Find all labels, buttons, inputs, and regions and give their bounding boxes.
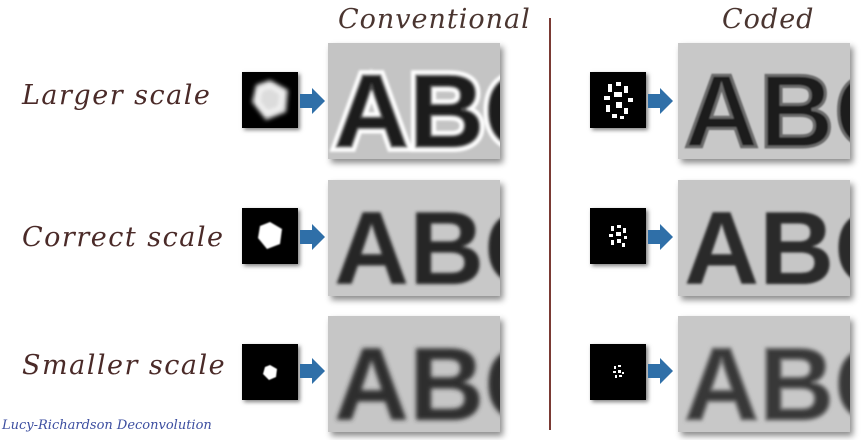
coded-result-larger: ABC (678, 43, 850, 159)
coded-result-correct: ABC (678, 180, 850, 296)
svg-text:ABC: ABC (334, 54, 500, 159)
coded-kernel-larger (590, 72, 646, 128)
svg-text:ABC: ABC (334, 54, 500, 159)
svg-text:ABC: ABC (334, 191, 500, 296)
coded-result-smaller: ABC (678, 316, 850, 432)
method-caption: Lucy-Richardson Deconvolution (2, 418, 212, 433)
column-title-coded: Coded (722, 4, 815, 35)
conventional-kernel-smaller (242, 344, 298, 400)
svg-text:ABC: ABC (684, 54, 850, 159)
svg-text:ABC: ABC (334, 327, 500, 432)
arrow-icon (648, 88, 673, 114)
arrow-icon (648, 224, 673, 250)
arrow-icon (300, 358, 325, 384)
conventional-result-larger: ABC ABC (328, 43, 500, 159)
row-label-smaller-scale: Smaller scale (22, 350, 227, 381)
conventional-kernel-correct (242, 208, 298, 264)
coded-kernel-correct (590, 208, 646, 264)
column-title-conventional: Conventional (338, 4, 531, 35)
column-divider (549, 18, 551, 430)
conventional-result-smaller: ABC (328, 316, 500, 432)
arrow-icon (648, 358, 673, 384)
conventional-kernel-larger (242, 72, 298, 128)
arrow-icon (300, 88, 325, 114)
row-label-correct-scale: Correct scale (22, 222, 225, 253)
row-label-larger-scale: Larger scale (22, 80, 212, 111)
conventional-result-correct: ABC (328, 180, 500, 296)
svg-text:ABC: ABC (684, 191, 850, 296)
svg-text:ABC: ABC (684, 327, 850, 432)
arrow-icon (300, 224, 325, 250)
coded-kernel-smaller (590, 344, 646, 400)
